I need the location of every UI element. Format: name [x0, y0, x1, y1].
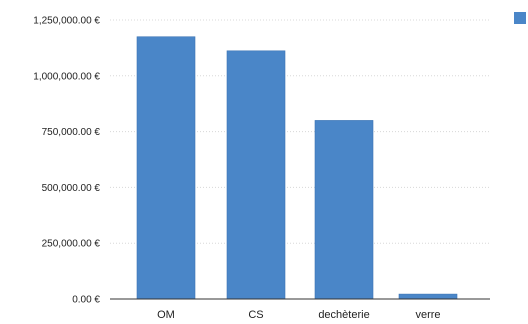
x-tick-label: dechèterie [318, 309, 369, 321]
y-tick-label: 1,250,000.00 € [33, 16, 100, 27]
bar-cs [226, 50, 286, 300]
x-tick-label: verre [415, 309, 440, 321]
x-axis: OM CS dechèterie verre [110, 298, 490, 321]
y-axis: 0.00 € 250,000.00 € 500,000.00 € 750,000.00… [33, 16, 100, 306]
x-tick-label: CS [248, 309, 263, 321]
legend-swatch [514, 12, 526, 24]
x-tick-label: OM [157, 309, 175, 321]
y-tick-label: 250,000.00 € [42, 239, 101, 250]
legend [514, 12, 526, 24]
y-tick-label: 500,000.00 € [42, 183, 101, 194]
bar-om [136, 36, 196, 300]
bar-verre [398, 293, 458, 300]
y-tick-label: 750,000.00 € [42, 127, 101, 138]
bars [136, 36, 458, 300]
y-tick-label: 0.00 € [72, 295, 100, 306]
bar-dech-terie [314, 120, 374, 300]
y-tick-label: 1,000,000.00 € [33, 71, 100, 82]
